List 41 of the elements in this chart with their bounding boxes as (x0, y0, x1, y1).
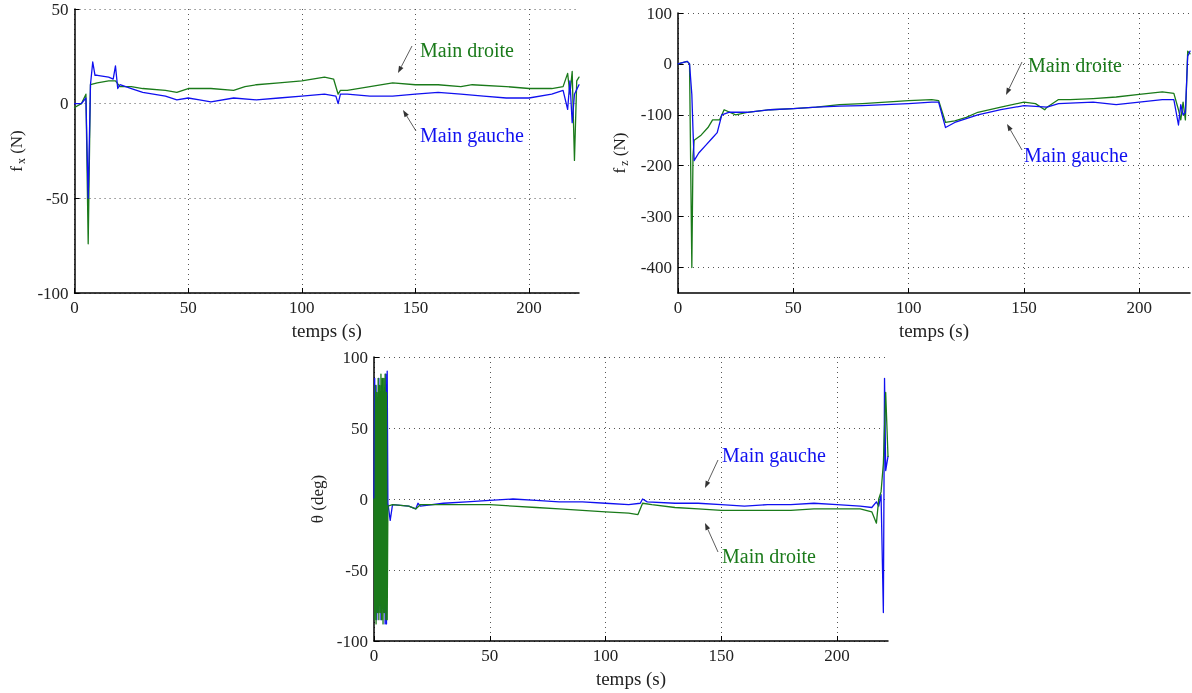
y-tick-label: 0 (359, 489, 368, 509)
x-tick-label: 200 (516, 298, 542, 317)
x-axis-title: temps (s) (898, 320, 970, 342)
y-tick-label: 0 (60, 94, 69, 114)
x-tick-label: 100 (895, 298, 922, 317)
x-tick-label: 100 (592, 646, 619, 665)
x-tick-label: 50 (784, 298, 802, 317)
y-axis-title: θ (deg) (307, 474, 327, 524)
y-tick-label: 0 (663, 54, 672, 74)
y-tick-label: -100 (640, 105, 672, 125)
line-series (73, 61, 580, 199)
y-tick-label: 100 (342, 347, 368, 367)
x-tick-label: 200 (1126, 298, 1153, 317)
x-axis-title: temps (s) (291, 320, 362, 342)
x-tick-label: 150 (708, 646, 735, 665)
x-tick-label: 150 (1011, 298, 1037, 317)
y-tick-label: -100 (37, 283, 69, 303)
y-tick-label: -50 (45, 188, 69, 208)
x-tick-label: 200 (824, 646, 850, 665)
y-tick-label: 50 (51, 0, 69, 19)
x-tick-label: 50 (179, 298, 197, 317)
y-tick-label: -400 (640, 258, 672, 278)
annotation: Main gauche (1024, 144, 1128, 167)
x-tick-label: 50 (481, 646, 499, 665)
y-tick-label: 50 (351, 418, 368, 438)
line-series (73, 70, 580, 245)
annotation: Main droite (1028, 54, 1122, 76)
y-tick-label: -300 (640, 207, 672, 227)
y-axis-title: fz (N) (610, 132, 631, 174)
y-axis-title: fx (N) (7, 130, 28, 172)
annotation: Main droite (420, 39, 514, 61)
x-tick-label: 100 (289, 298, 315, 317)
y-tick-label: 100 (646, 3, 672, 23)
y-tick-label: -200 (640, 156, 672, 176)
annotation: Main gauche (420, 124, 524, 147)
x-tick-label: 150 (402, 298, 429, 317)
y-tick-label: -50 (345, 560, 368, 580)
annotation: Main gauche (722, 444, 826, 467)
annotation: Main droite (722, 545, 816, 567)
x-axis-title: temps (s) (595, 668, 667, 690)
y-tick-label: -100 (336, 631, 368, 651)
